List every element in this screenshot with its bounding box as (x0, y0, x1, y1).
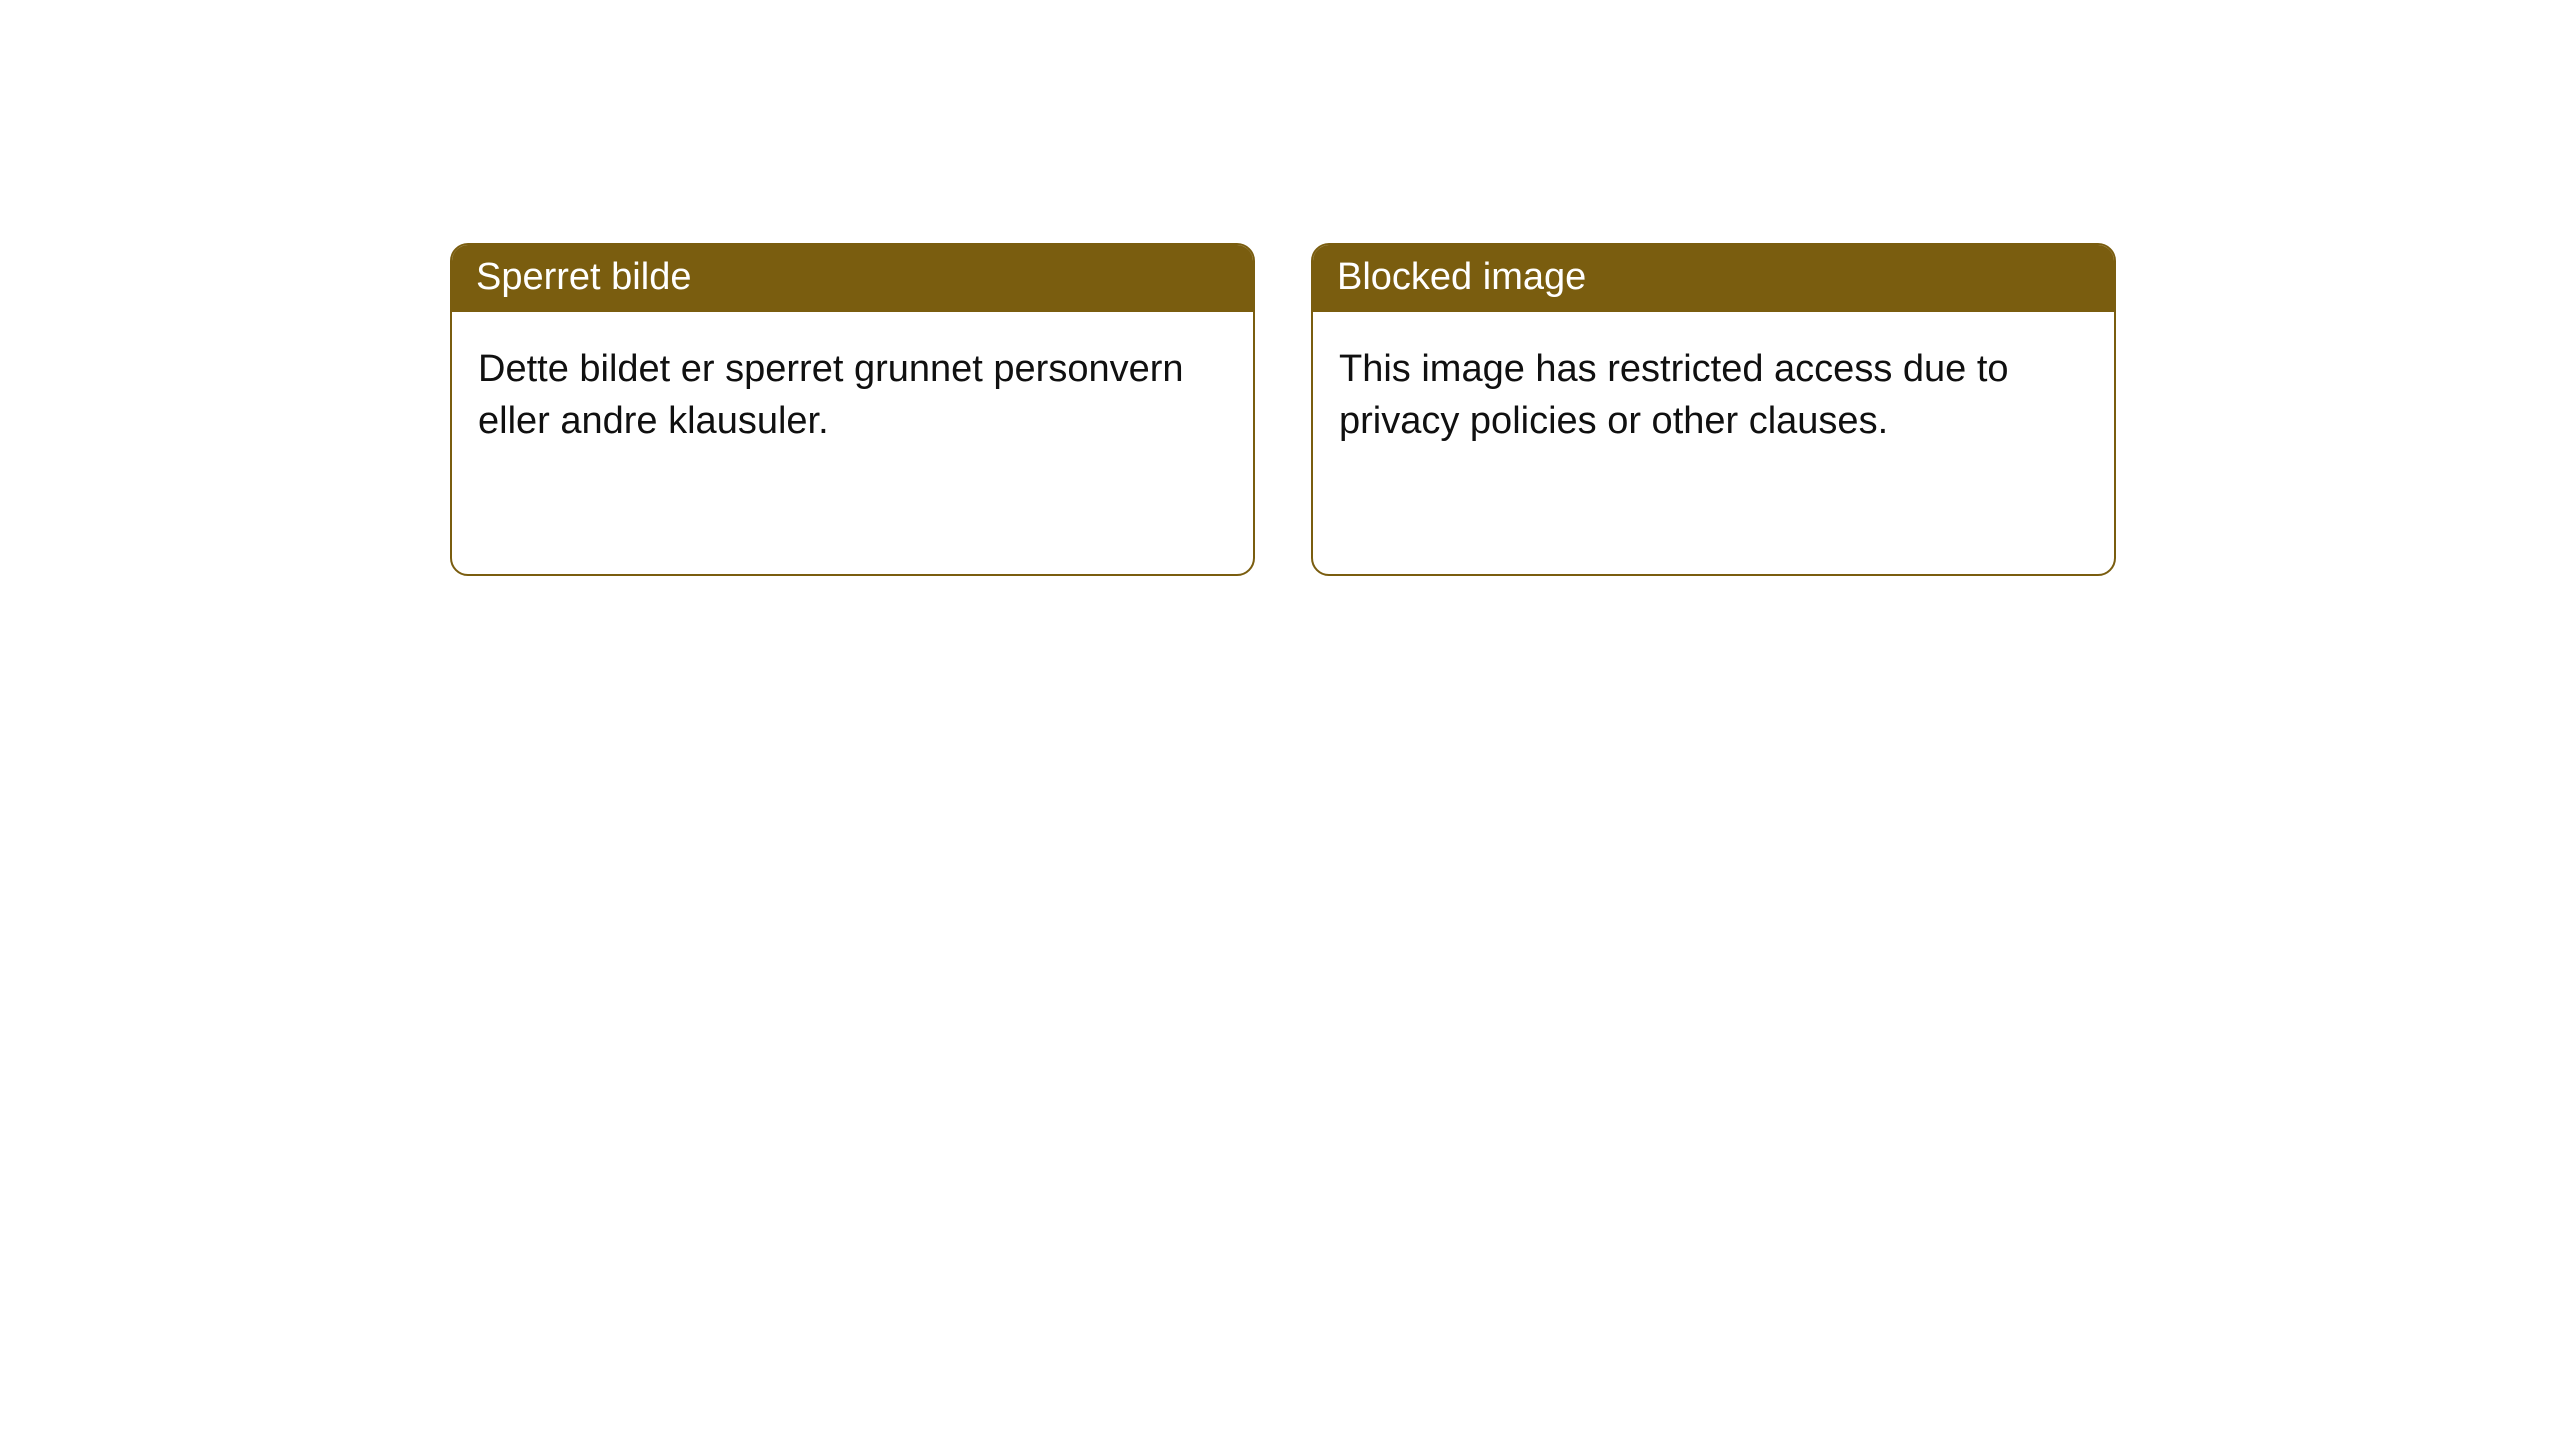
notice-box-english: Blocked image This image has restricted … (1311, 243, 2116, 576)
notice-header-english: Blocked image (1313, 245, 2114, 312)
notice-box-norwegian: Sperret bilde Dette bildet er sperret gr… (450, 243, 1255, 576)
notice-container: Sperret bilde Dette bildet er sperret gr… (0, 0, 2560, 576)
notice-text-english: This image has restricted access due to … (1339, 348, 2009, 441)
notice-title-norwegian: Sperret bilde (476, 256, 691, 298)
notice-body-norwegian: Dette bildet er sperret grunnet personve… (452, 312, 1253, 479)
notice-title-english: Blocked image (1337, 256, 1586, 298)
notice-header-norwegian: Sperret bilde (452, 245, 1253, 312)
notice-body-english: This image has restricted access due to … (1313, 312, 2114, 479)
notice-text-norwegian: Dette bildet er sperret grunnet personve… (478, 348, 1184, 441)
